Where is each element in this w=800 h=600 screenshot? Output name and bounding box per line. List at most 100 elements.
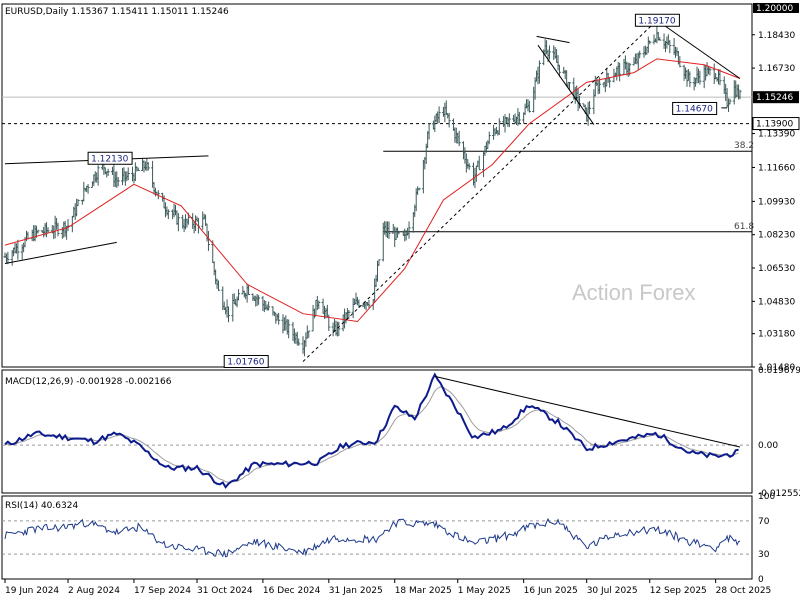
descending-resistance-line	[656, 19, 741, 79]
rsi-y-tick-label: 0	[758, 575, 764, 585]
ohlc-bar	[568, 81, 572, 90]
ohlc-bar	[6, 251, 10, 265]
y-tick-label: 1.13900	[756, 120, 793, 130]
ohlc-bar	[507, 113, 511, 128]
macd-panel-frame	[1, 369, 753, 494]
ohlc-bar	[397, 230, 401, 235]
rsi-y-tick-label: 100	[758, 492, 775, 502]
rsi-y-tick-label: 70	[758, 517, 770, 527]
swing-label: 1.19170	[638, 16, 675, 26]
ohlc-bar	[477, 155, 481, 171]
flag-side-line	[537, 44, 595, 125]
ohlc-bar	[247, 285, 251, 296]
x-tick-label: 19 Jun 2024	[5, 586, 59, 596]
ohlc-bar	[56, 222, 60, 237]
macd-line	[4, 372, 739, 489]
ohlc-bar	[387, 221, 391, 239]
macd-title: MACD(12,26,9) -0.001928 -0.002166	[5, 377, 172, 387]
swing-label-box	[634, 13, 680, 27]
ohlc-bar	[237, 289, 241, 301]
level-tag	[752, 117, 800, 131]
ohlc-bar	[136, 167, 140, 172]
ohlc-bar	[337, 321, 341, 337]
y-tick-label: 1.03180	[758, 330, 795, 340]
fib-label: 61.8	[734, 222, 754, 232]
ohlc-bar	[317, 300, 321, 310]
ohlc-bar	[487, 131, 491, 145]
ohlc-bar	[96, 165, 100, 186]
x-tick-label: 30 Jul 2025	[587, 586, 638, 596]
flag-top-line	[536, 35, 570, 44]
ohlc-bar	[267, 301, 271, 311]
ohlc-bar	[126, 167, 130, 181]
swing-label-box	[223, 355, 269, 369]
ohlc-bar	[638, 50, 642, 59]
x-tick-label: 28 Oct 2025	[716, 586, 772, 596]
x-tick-label: 31 Jan 2025	[329, 586, 383, 596]
ohlc-bar	[698, 70, 702, 85]
y-tick-label: 1.04830	[758, 297, 795, 307]
y-tick-label: 1.08230	[758, 231, 795, 241]
ohlc-bar	[16, 239, 20, 260]
x-tick-label: 16 Jun 2025	[524, 586, 578, 596]
swing-label: 1.01760	[227, 358, 264, 368]
swing-label: 1.14670	[676, 104, 713, 114]
ohlc-bar	[216, 280, 220, 291]
ohlc-bar	[618, 62, 622, 82]
swing-label: 1.12130	[91, 154, 128, 164]
ohlc-bar	[427, 123, 431, 140]
watermark: Action Forex	[572, 280, 696, 305]
ohlc-bar	[287, 319, 291, 339]
macd-y-tick-label: 0.019679	[758, 366, 800, 376]
ohlc-bar	[668, 40, 672, 54]
ohlc-bar	[277, 312, 281, 325]
ohlc-bar	[367, 299, 371, 308]
y-tick-label: 1.16730	[758, 64, 795, 74]
ohlc-bar	[658, 37, 662, 41]
y-tick-label: 1.11660	[758, 163, 795, 173]
ohlc-bar	[447, 113, 451, 128]
macd-y-tick-label: 0.00	[758, 441, 778, 451]
ohlc-bar	[166, 209, 170, 220]
y-tick-label: 1.09930	[758, 197, 795, 207]
x-tick-label: 18 Mar 2025	[395, 586, 452, 596]
ohlc-bar	[517, 111, 521, 125]
ohlc-bar	[227, 306, 231, 323]
rsi-title: RSI(14) 40.6324	[5, 501, 78, 511]
ohlc-bar	[106, 168, 110, 176]
ohlc-bar	[648, 40, 652, 45]
y-tick-label: 1.13390	[758, 130, 795, 140]
ohlc-bar	[527, 100, 531, 113]
x-tick-label: 12 Sep 2025	[650, 586, 707, 596]
rsi-panel-frame	[1, 495, 753, 580]
ohlc-bar	[46, 227, 50, 233]
ohlc-bar	[417, 187, 421, 191]
ohlc-bar	[76, 199, 80, 207]
main-chart-title: EURUSD,Daily 1.15367 1.15411 1.15011 1.1…	[5, 7, 229, 17]
ohlc-bar	[86, 184, 90, 194]
ohlc-bar	[347, 309, 351, 319]
rsi-line	[4, 517, 741, 558]
rsi-y-tick-label: 30	[758, 550, 770, 560]
x-tick-label: 2 Aug 2024	[68, 586, 120, 596]
x-tick-label: 16 Dec 2024	[263, 586, 321, 596]
y-tick-label: 1.20000	[756, 4, 793, 14]
current-price-tag	[753, 91, 799, 104]
ohlc-bar	[116, 176, 120, 187]
ohlc-bar	[537, 60, 541, 84]
ohlc-bar	[407, 221, 411, 239]
swing-label-box	[672, 101, 718, 115]
x-tick-label: 1 May 2025	[458, 586, 511, 596]
ohlc-bar	[36, 229, 40, 234]
ohlc-bar	[457, 130, 461, 147]
ohlc-bar	[377, 259, 381, 266]
lower-channel-line	[4, 241, 117, 265]
y-tick-label: 1.06530	[758, 264, 795, 274]
x-tick-label: 31 Oct 2024	[197, 586, 253, 596]
ohlc-bar	[497, 118, 501, 135]
macd-y-tick-label: -0.012552	[758, 489, 800, 499]
ohlc-bar	[146, 162, 150, 171]
ohlc-bar	[467, 163, 471, 170]
sma-line	[4, 58, 741, 323]
